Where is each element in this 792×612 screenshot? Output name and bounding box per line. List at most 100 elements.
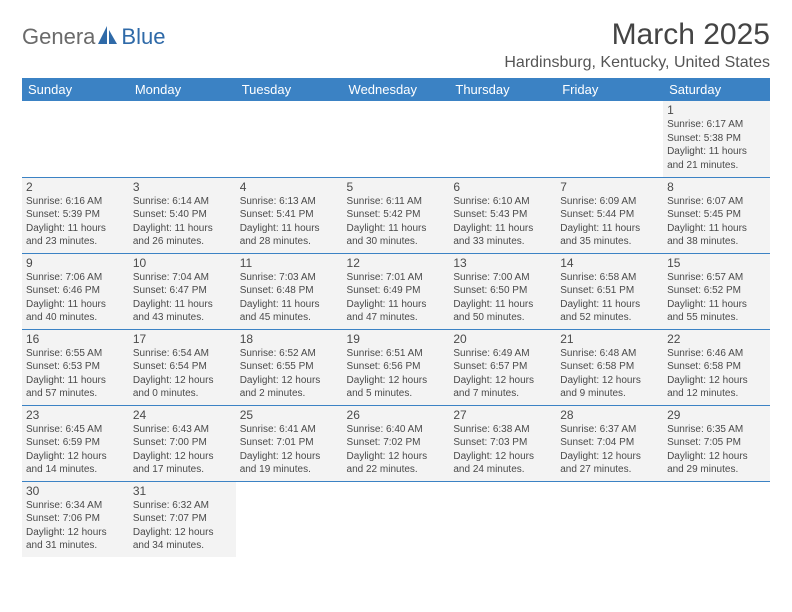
day-number: 3 — [133, 180, 232, 194]
day-number: 24 — [133, 408, 232, 422]
day-info: Sunrise: 6:11 AMSunset: 5:42 PMDaylight:… — [347, 195, 446, 249]
logo-text-2: Blue — [121, 24, 165, 50]
day-info: Sunrise: 7:01 AMSunset: 6:49 PMDaylight:… — [347, 271, 446, 325]
day-number: 14 — [560, 256, 659, 270]
day-number: 11 — [240, 256, 339, 270]
day-info: Sunrise: 7:04 AMSunset: 6:47 PMDaylight:… — [133, 271, 232, 325]
dayname-header: Monday — [129, 78, 236, 101]
calendar-cell: 9Sunrise: 7:06 AMSunset: 6:46 PMDaylight… — [22, 253, 129, 329]
day-info: Sunrise: 7:03 AMSunset: 6:48 PMDaylight:… — [240, 271, 339, 325]
calendar-cell — [343, 481, 450, 557]
day-info: Sunrise: 6:13 AMSunset: 5:41 PMDaylight:… — [240, 195, 339, 249]
day-number: 7 — [560, 180, 659, 194]
day-number: 23 — [26, 408, 125, 422]
day-number: 31 — [133, 484, 232, 498]
day-info: Sunrise: 6:52 AMSunset: 6:55 PMDaylight:… — [240, 347, 339, 401]
day-number: 15 — [667, 256, 766, 270]
day-number: 21 — [560, 332, 659, 346]
day-number: 10 — [133, 256, 232, 270]
calendar-table: SundayMondayTuesdayWednesdayThursdayFrid… — [22, 78, 770, 557]
day-info: Sunrise: 6:32 AMSunset: 7:07 PMDaylight:… — [133, 499, 232, 553]
dayname-header: Saturday — [663, 78, 770, 101]
calendar-cell: 31Sunrise: 6:32 AMSunset: 7:07 PMDayligh… — [129, 481, 236, 557]
calendar-cell: 7Sunrise: 6:09 AMSunset: 5:44 PMDaylight… — [556, 177, 663, 253]
calendar-row: 16Sunrise: 6:55 AMSunset: 6:53 PMDayligh… — [22, 329, 770, 405]
day-info: Sunrise: 6:51 AMSunset: 6:56 PMDaylight:… — [347, 347, 446, 401]
calendar-cell: 15Sunrise: 6:57 AMSunset: 6:52 PMDayligh… — [663, 253, 770, 329]
calendar-cell — [343, 101, 450, 177]
logo-sail-icon — [97, 25, 119, 45]
day-info: Sunrise: 6:09 AMSunset: 5:44 PMDaylight:… — [560, 195, 659, 249]
dayname-header: Wednesday — [343, 78, 450, 101]
calendar-cell — [556, 101, 663, 177]
day-info: Sunrise: 6:38 AMSunset: 7:03 PMDaylight:… — [453, 423, 552, 477]
calendar-row: 23Sunrise: 6:45 AMSunset: 6:59 PMDayligh… — [22, 405, 770, 481]
day-number: 2 — [26, 180, 125, 194]
calendar-cell: 29Sunrise: 6:35 AMSunset: 7:05 PMDayligh… — [663, 405, 770, 481]
day-info: Sunrise: 6:10 AMSunset: 5:43 PMDaylight:… — [453, 195, 552, 249]
day-number: 18 — [240, 332, 339, 346]
calendar-cell: 4Sunrise: 6:13 AMSunset: 5:41 PMDaylight… — [236, 177, 343, 253]
calendar-cell: 24Sunrise: 6:43 AMSunset: 7:00 PMDayligh… — [129, 405, 236, 481]
calendar-cell — [22, 101, 129, 177]
calendar-cell — [663, 481, 770, 557]
day-number: 29 — [667, 408, 766, 422]
calendar-cell — [556, 481, 663, 557]
calendar-cell: 12Sunrise: 7:01 AMSunset: 6:49 PMDayligh… — [343, 253, 450, 329]
calendar-cell — [236, 481, 343, 557]
day-number: 20 — [453, 332, 552, 346]
logo-text-1: Genera — [22, 24, 95, 50]
logo: Genera Blue — [22, 24, 165, 50]
calendar-cell: 14Sunrise: 6:58 AMSunset: 6:51 PMDayligh… — [556, 253, 663, 329]
day-info: Sunrise: 6:55 AMSunset: 6:53 PMDaylight:… — [26, 347, 125, 401]
day-number: 16 — [26, 332, 125, 346]
day-info: Sunrise: 6:57 AMSunset: 6:52 PMDaylight:… — [667, 271, 766, 325]
day-info: Sunrise: 6:40 AMSunset: 7:02 PMDaylight:… — [347, 423, 446, 477]
day-info: Sunrise: 6:54 AMSunset: 6:54 PMDaylight:… — [133, 347, 232, 401]
day-number: 26 — [347, 408, 446, 422]
day-number: 27 — [453, 408, 552, 422]
calendar-cell: 3Sunrise: 6:14 AMSunset: 5:40 PMDaylight… — [129, 177, 236, 253]
dayname-header: Tuesday — [236, 78, 343, 101]
day-number: 30 — [26, 484, 125, 498]
calendar-body: 1Sunrise: 6:17 AMSunset: 5:38 PMDaylight… — [22, 101, 770, 557]
calendar-cell: 22Sunrise: 6:46 AMSunset: 6:58 PMDayligh… — [663, 329, 770, 405]
day-number: 12 — [347, 256, 446, 270]
calendar-cell: 1Sunrise: 6:17 AMSunset: 5:38 PMDaylight… — [663, 101, 770, 177]
calendar-row: 30Sunrise: 6:34 AMSunset: 7:06 PMDayligh… — [22, 481, 770, 557]
day-info: Sunrise: 7:06 AMSunset: 6:46 PMDaylight:… — [26, 271, 125, 325]
day-info: Sunrise: 6:46 AMSunset: 6:58 PMDaylight:… — [667, 347, 766, 401]
calendar-cell: 11Sunrise: 7:03 AMSunset: 6:48 PMDayligh… — [236, 253, 343, 329]
calendar-cell: 27Sunrise: 6:38 AMSunset: 7:03 PMDayligh… — [449, 405, 556, 481]
calendar-cell: 18Sunrise: 6:52 AMSunset: 6:55 PMDayligh… — [236, 329, 343, 405]
day-info: Sunrise: 6:45 AMSunset: 6:59 PMDaylight:… — [26, 423, 125, 477]
calendar-cell: 20Sunrise: 6:49 AMSunset: 6:57 PMDayligh… — [449, 329, 556, 405]
calendar-cell — [129, 101, 236, 177]
day-info: Sunrise: 6:16 AMSunset: 5:39 PMDaylight:… — [26, 195, 125, 249]
calendar-cell — [236, 101, 343, 177]
calendar-cell: 19Sunrise: 6:51 AMSunset: 6:56 PMDayligh… — [343, 329, 450, 405]
calendar-cell — [449, 481, 556, 557]
day-number: 5 — [347, 180, 446, 194]
dayname-header: Friday — [556, 78, 663, 101]
day-number: 8 — [667, 180, 766, 194]
day-info: Sunrise: 6:07 AMSunset: 5:45 PMDaylight:… — [667, 195, 766, 249]
page-title: March 2025 — [504, 18, 770, 52]
day-info: Sunrise: 6:35 AMSunset: 7:05 PMDaylight:… — [667, 423, 766, 477]
dayname-row: SundayMondayTuesdayWednesdayThursdayFrid… — [22, 78, 770, 101]
title-block: March 2025 Hardinsburg, Kentucky, United… — [504, 18, 770, 72]
header: Genera Blue March 2025 Hardinsburg, Kent… — [22, 18, 770, 72]
calendar-cell: 8Sunrise: 6:07 AMSunset: 5:45 PMDaylight… — [663, 177, 770, 253]
day-number: 17 — [133, 332, 232, 346]
calendar-cell: 26Sunrise: 6:40 AMSunset: 7:02 PMDayligh… — [343, 405, 450, 481]
day-number: 4 — [240, 180, 339, 194]
dayname-header: Sunday — [22, 78, 129, 101]
day-info: Sunrise: 6:58 AMSunset: 6:51 PMDaylight:… — [560, 271, 659, 325]
calendar-cell — [449, 101, 556, 177]
day-number: 9 — [26, 256, 125, 270]
day-number: 1 — [667, 103, 766, 117]
calendar-cell: 13Sunrise: 7:00 AMSunset: 6:50 PMDayligh… — [449, 253, 556, 329]
day-info: Sunrise: 6:37 AMSunset: 7:04 PMDaylight:… — [560, 423, 659, 477]
day-number: 25 — [240, 408, 339, 422]
day-number: 13 — [453, 256, 552, 270]
